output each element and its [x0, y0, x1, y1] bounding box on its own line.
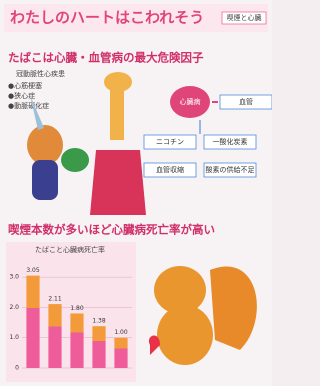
item: ●心筋梗塞: [8, 81, 42, 90]
bar: [114, 338, 127, 368]
bar: [48, 304, 61, 368]
value-label: 1.00: [114, 329, 128, 336]
y-tick-label: 0: [15, 365, 19, 372]
section-title: 喫煙本数が多いほど心臓病死亡率が高い: [8, 223, 215, 237]
poster-title: わたしのハートはこわれそう: [10, 9, 204, 27]
bar: [26, 276, 39, 368]
node-label: 血管: [239, 97, 253, 106]
node-label: 心臓病: [180, 97, 201, 106]
bar: [92, 326, 105, 368]
value-label: 1.80: [70, 305, 84, 312]
section-title: たばこは心臓・血管病の最大危険因子: [8, 51, 204, 65]
node-label: 一酸化炭素: [213, 137, 248, 146]
value-label: 3.05: [26, 267, 40, 274]
bar: [70, 313, 83, 368]
node-label: ニコチン: [156, 138, 184, 146]
value-label: 1.38: [92, 318, 106, 325]
chart-title: たばこと心臓病死亡率: [35, 245, 105, 254]
node-label: 血管収縮: [156, 165, 184, 174]
item: ●動脈硬化症: [8, 101, 49, 110]
y-tick-label: 2.0: [9, 304, 19, 311]
poster: わたしのハートはこわれそう 喫煙と心臓 たばこは心臓・血管病の最大危険因子 冠動…: [0, 0, 272, 386]
y-tick-label: 3.0: [9, 274, 19, 281]
section-subtitle: 冠動脈性心疾患: [16, 69, 65, 78]
badge: 喫煙と心臓: [227, 13, 262, 22]
value-label: 2.11: [48, 296, 62, 303]
node-label: 酸素の供給不足: [206, 165, 255, 174]
y-tick-label: 1.0: [9, 334, 19, 341]
